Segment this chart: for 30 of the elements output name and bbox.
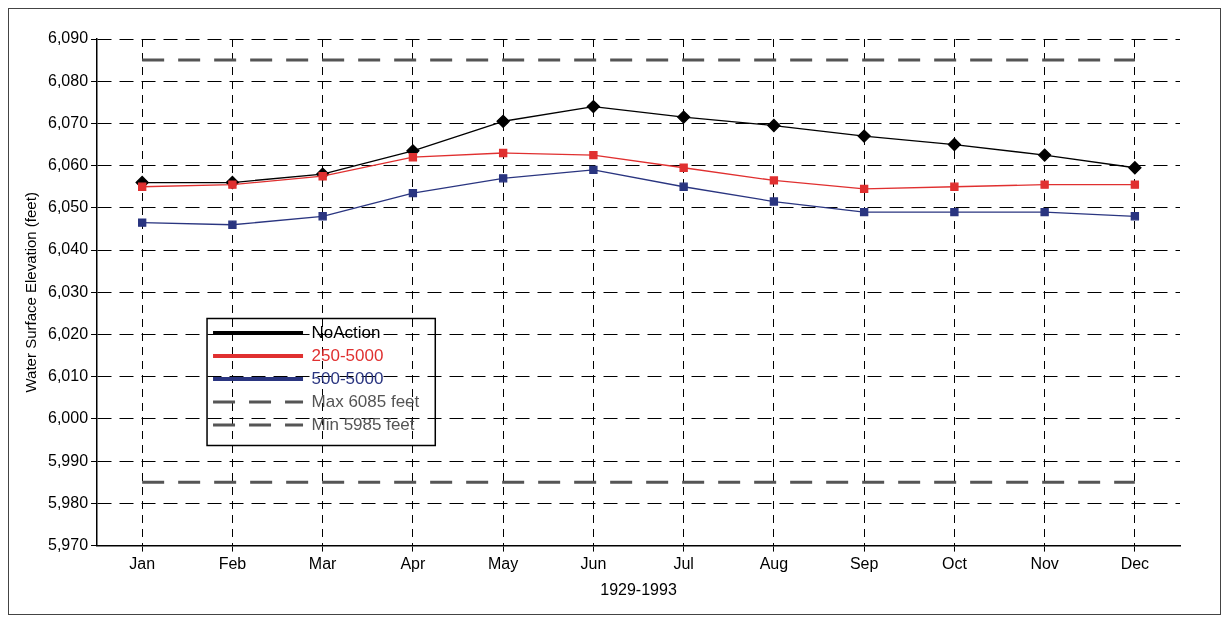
y-axis-title: Water Surface Elevation (feet) [22,192,40,393]
y-tick-label: 5,970 [47,536,89,554]
x-tick-label: Feb [218,554,247,572]
y-tick-label: 6,040 [47,240,89,258]
y-tick-label: 6,050 [47,198,89,216]
y-tick-label: 5,990 [47,451,89,469]
x-tick-label: May [488,554,519,572]
y-tick-label: 6,060 [47,156,89,174]
y-tick-label: 6,020 [47,324,89,342]
x-tick-label: Dec [1120,554,1150,572]
x-tick-label: Oct [941,554,968,572]
y-tick-label: 6,090 [47,29,89,47]
text: Min 5985 feet [311,414,415,434]
text: 250-5000 [311,345,384,365]
x-tick-label: Apr [400,554,427,572]
y-tick-label: 6,000 [47,409,89,427]
y-tick-label: 6,010 [47,367,89,385]
x-tick-label: Jun [580,554,607,572]
x-axis-title: 1929-1993 [600,580,677,598]
y-tick-label: 6,080 [47,71,89,89]
text: Max 6085 feet [311,391,420,411]
x-tick-label: Aug [759,554,789,572]
x-tick-label: Jan [129,554,156,572]
x-tick-label: Nov [1030,554,1059,572]
x-tick-label: Mar [308,554,338,572]
y-tick-label: 5,980 [47,493,89,511]
x-tick-label: Sep [849,554,879,572]
y-tick-label: 6,030 [47,282,89,300]
y-tick-label: 6,070 [47,113,89,131]
x-tick-label: Jul [673,554,694,572]
